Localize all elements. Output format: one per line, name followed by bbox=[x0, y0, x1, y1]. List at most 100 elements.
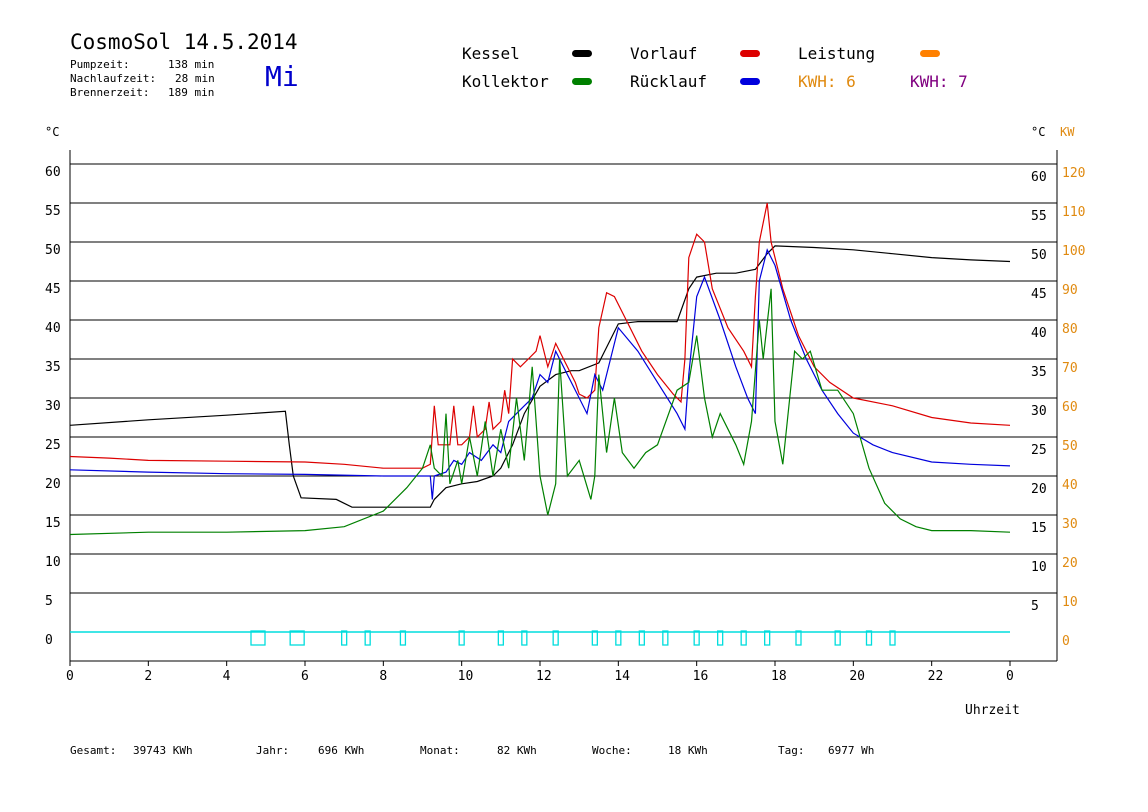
x-tick-label: 22 bbox=[928, 669, 944, 684]
x-tick-label: 2 bbox=[144, 669, 152, 684]
y2-tick-label: 20 bbox=[1062, 556, 1078, 571]
y-tick-label-right: 30 bbox=[1031, 404, 1047, 419]
footer-label: Tag: bbox=[778, 744, 805, 757]
x-tick-label: 0 bbox=[1006, 669, 1014, 684]
pump-marker bbox=[341, 630, 348, 646]
legend-kessel-marker bbox=[572, 50, 592, 57]
pump-marker bbox=[717, 630, 724, 646]
x-tick-label: 20 bbox=[849, 669, 865, 684]
legend-kollektor-label: Kollektor bbox=[462, 72, 549, 91]
y-tick-label-left: 55 bbox=[45, 204, 61, 219]
legend-leistung-marker bbox=[920, 50, 940, 57]
footer-label: Monat: bbox=[420, 744, 460, 757]
y-tick-label-right: 25 bbox=[1031, 443, 1047, 458]
y2-tick-label: 120 bbox=[1062, 166, 1085, 181]
pump-marker bbox=[764, 630, 771, 646]
kwh-purple: KWH: 7 bbox=[910, 72, 968, 91]
y2-tick-label: 10 bbox=[1062, 595, 1078, 610]
series-line bbox=[69, 248, 1011, 500]
series-line bbox=[69, 202, 1011, 469]
y-tick-label-right: 50 bbox=[1031, 248, 1047, 263]
y-tick-label-left: 60 bbox=[45, 165, 61, 180]
y-tick-label-left: 15 bbox=[45, 516, 61, 531]
y-tick-label-left: 5 bbox=[45, 594, 53, 609]
x-tick-label: 0 bbox=[66, 669, 74, 684]
pump-marker bbox=[638, 630, 645, 646]
y-tick-label-left: 0 bbox=[45, 633, 53, 648]
footer-label: Jahr: bbox=[256, 744, 290, 757]
footer-value: 18 KWh bbox=[668, 744, 708, 757]
pump-marker bbox=[364, 630, 371, 646]
left-unit-label: °C bbox=[45, 125, 59, 139]
y2-tick-label: 30 bbox=[1062, 517, 1078, 532]
pump-marker bbox=[889, 630, 896, 646]
y2-tick-label: 90 bbox=[1062, 283, 1078, 298]
y2-tick-label: 80 bbox=[1062, 322, 1078, 337]
pump-marker bbox=[834, 630, 841, 646]
footer-label: Woche: bbox=[592, 744, 632, 757]
y2-tick-label: 70 bbox=[1062, 361, 1078, 376]
stat-label: Nachlaufzeit: bbox=[70, 72, 157, 85]
x-tick-label: 18 bbox=[771, 669, 787, 684]
y-tick-label-right: 35 bbox=[1031, 365, 1047, 380]
pump-marker bbox=[289, 630, 305, 646]
pump-marker bbox=[795, 630, 802, 646]
stat-label: Pumpzeit: bbox=[70, 58, 130, 71]
series-line bbox=[69, 245, 1011, 508]
stat-value: 28 min bbox=[175, 72, 215, 85]
x-tick-label: 8 bbox=[379, 669, 387, 684]
legend-vorlauf-label: Vorlauf bbox=[630, 44, 698, 63]
y2-tick-label: 100 bbox=[1062, 244, 1085, 259]
y2-tick-label: 60 bbox=[1062, 400, 1078, 415]
pump-marker bbox=[497, 630, 504, 646]
x-tick-label: 12 bbox=[536, 669, 552, 684]
right-kw-unit-label: KW bbox=[1060, 125, 1075, 139]
footer-value: 82 KWh bbox=[497, 744, 537, 757]
pump-marker bbox=[250, 630, 266, 646]
pump-marker bbox=[399, 630, 407, 646]
y-tick-label-left: 30 bbox=[45, 399, 61, 414]
y2-tick-label: 50 bbox=[1062, 439, 1078, 454]
series-line bbox=[69, 288, 1011, 536]
pump-marker bbox=[458, 630, 465, 646]
stat-label: Brennerzeit: bbox=[70, 86, 150, 99]
x-tick-label: 10 bbox=[458, 669, 474, 684]
y-tick-label-left: 20 bbox=[45, 477, 61, 492]
y-tick-label-right: 45 bbox=[1031, 287, 1047, 302]
pump-marker bbox=[693, 630, 700, 646]
x-axis-label: Uhrzeit bbox=[965, 703, 1020, 718]
pump-marker bbox=[662, 630, 669, 646]
chart-title: CosmoSol 14.5.2014 bbox=[70, 30, 298, 54]
footer-label: Gesamt: bbox=[70, 744, 117, 757]
pump-marker bbox=[740, 630, 747, 646]
y-tick-label-right: 20 bbox=[1031, 482, 1047, 497]
stat-value: 189 min bbox=[168, 86, 215, 99]
kwh-orange: KWH: 6 bbox=[798, 72, 856, 91]
y-tick-label-right: 60 bbox=[1031, 170, 1047, 185]
y-tick-label-left: 45 bbox=[45, 282, 61, 297]
y-tick-label-right: 55 bbox=[1031, 209, 1047, 224]
footer-value: 6977 Wh bbox=[828, 744, 875, 757]
y-tick-label-left: 25 bbox=[45, 438, 61, 453]
legend-ruecklauf-label: Rücklauf bbox=[630, 72, 708, 91]
legend-kollektor-marker bbox=[572, 78, 592, 85]
legend-ruecklauf-marker bbox=[740, 78, 760, 85]
y-tick-label-left: 35 bbox=[45, 360, 61, 375]
y-tick-label-left: 40 bbox=[45, 321, 61, 336]
x-tick-label: 6 bbox=[301, 669, 309, 684]
y-tick-label-left: 10 bbox=[45, 555, 61, 570]
x-tick-label: 4 bbox=[223, 669, 231, 684]
legend-kessel-label: Kessel bbox=[462, 44, 520, 63]
legend-vorlauf-marker bbox=[740, 50, 760, 57]
y-tick-label-right: 40 bbox=[1031, 326, 1047, 341]
pump-marker bbox=[521, 630, 528, 646]
x-tick-label: 16 bbox=[693, 669, 709, 684]
pump-marker bbox=[591, 630, 598, 646]
weekday-label: Mi bbox=[265, 60, 299, 93]
y-tick-label-right: 15 bbox=[1031, 521, 1047, 536]
y2-tick-label: 0 bbox=[1062, 634, 1070, 649]
right-unit-label: °C bbox=[1031, 125, 1045, 139]
pump-marker bbox=[615, 630, 622, 646]
y2-tick-label: 40 bbox=[1062, 478, 1078, 493]
